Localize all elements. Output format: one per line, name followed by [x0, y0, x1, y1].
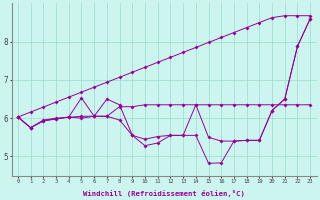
X-axis label: Windchill (Refroidissement éolien,°C): Windchill (Refroidissement éolien,°C): [83, 190, 245, 197]
